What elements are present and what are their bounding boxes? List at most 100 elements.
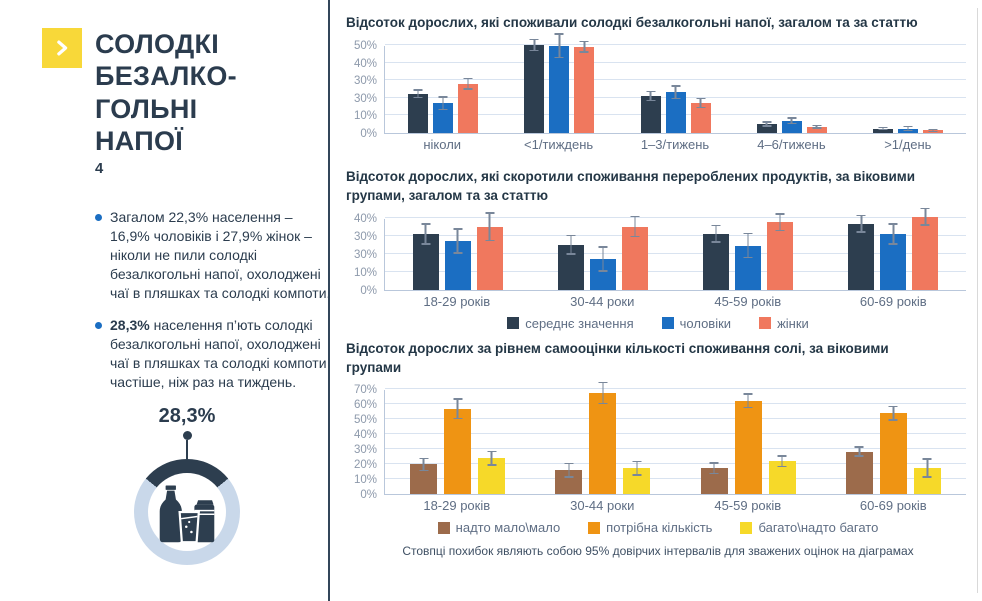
- y-tick-label: 30%: [353, 75, 377, 88]
- chart-title: Відсоток дорослих за рівнем самооцінки к…: [346, 340, 889, 375]
- bar-slot: [410, 390, 438, 495]
- error-bar: [888, 405, 898, 421]
- bar: [872, 128, 893, 133]
- gridline: [385, 270, 966, 272]
- bullet-text: 28,3% населення п’ють солодкі безалкогол…: [110, 317, 327, 391]
- bar-groups: [385, 207, 966, 290]
- bar: [640, 95, 661, 133]
- chart-sweet-drinks-frequency: Відсоток дорослих, які споживали солодкі…: [346, 14, 970, 159]
- gridline: [385, 79, 966, 81]
- bar-slot: [848, 214, 875, 290]
- x-category-label: >1/день: [884, 136, 932, 152]
- y-axis: 0% 10% 30% 30% 40%: [346, 213, 384, 297]
- callout-line: [185, 440, 189, 460]
- page-title-line: СОЛОДКІ: [95, 29, 220, 59]
- error-bar: [630, 215, 640, 238]
- bar-group: [821, 207, 966, 290]
- title-row: СОЛОДКІ БЕЗАЛКО- ГОЛЬНІ НАПОЇ 4: [42, 28, 314, 190]
- bar: [756, 124, 777, 133]
- bar-slot: [458, 46, 479, 133]
- y-tick-label: 30%: [353, 444, 377, 457]
- bar: [806, 126, 827, 133]
- y-tick-label: 30%: [353, 248, 377, 261]
- y-axis: 0% 10% 30% 30% 40% 50%: [346, 40, 384, 140]
- sidebar: СОЛОДКІ БЕЗАЛКО- ГОЛЬНІ НАПОЇ 4 Загалом 2…: [0, 0, 330, 601]
- legend-swatch-icon: [740, 521, 753, 534]
- x-axis-labels: 18-29 років 30-44 роки 45-59 років 60-69 ро…: [384, 498, 966, 513]
- bar-slot: [524, 38, 545, 133]
- bullet-dot-icon: [95, 213, 102, 221]
- page-title-line: НАПОЇ 4: [95, 126, 183, 177]
- donut-value-label: 28,3%: [158, 405, 216, 428]
- error-bar: [928, 128, 938, 133]
- error-bar: [554, 33, 564, 59]
- bar-slot: [478, 390, 506, 495]
- chart-salt-self-assessment: Відсоток дорослих за рівнем самооцінки к…: [346, 340, 970, 535]
- bar-groups: [385, 33, 966, 133]
- bar-slot: [589, 219, 616, 290]
- error-bar: [743, 393, 753, 409]
- error-bar: [453, 398, 463, 420]
- y-tick-label: 60%: [353, 399, 377, 412]
- legend-swatch-icon: [588, 521, 601, 534]
- error-bar: [646, 90, 655, 102]
- bar-group: [734, 46, 850, 133]
- chevron-glyph: [57, 40, 68, 56]
- error-bar: [878, 126, 888, 131]
- bar-slot: [621, 215, 648, 290]
- bar-group: [530, 381, 675, 495]
- legend-swatch-icon: [507, 317, 520, 330]
- plot-area: [384, 33, 966, 134]
- legend-item: надто мало\мало: [437, 520, 560, 535]
- bar: [703, 233, 730, 290]
- error-bar: [775, 213, 785, 232]
- bar-slot: [897, 46, 918, 133]
- chart-processed-food-reduction: Відсоток дорослих, які скоротили спожива…: [346, 168, 970, 331]
- error-bar: [564, 462, 574, 478]
- plot-area: [384, 207, 966, 291]
- legend-item: багато\надто багато: [740, 520, 878, 535]
- x-category-label: 60-69 років: [859, 293, 927, 309]
- bar-slot: [408, 46, 429, 133]
- x-category-label: 60-69 років: [859, 498, 927, 514]
- x-category-label: 45-59 років: [714, 498, 782, 514]
- gridline: [385, 252, 966, 254]
- plot-area: [384, 381, 966, 496]
- bar-slot: [665, 46, 686, 133]
- error-bar: [413, 89, 423, 99]
- x-category-label: ніколи: [423, 136, 462, 152]
- bar-slot: [781, 46, 802, 133]
- bar-slot: [574, 40, 595, 133]
- bar-slot: [734, 390, 762, 495]
- bar-group: [385, 390, 530, 495]
- legend-item: середнє значення: [507, 316, 634, 331]
- bar-slot: [549, 33, 570, 133]
- y-axis: 0% 10% 20% 30% 40% 50% 60% 70%: [346, 384, 384, 501]
- gridline: [385, 448, 966, 450]
- page-title-line: БЕЗАЛКО-: [95, 61, 237, 92]
- chart-title: Відсоток дорослих, які споживали солодкі…: [346, 15, 918, 30]
- error-bar: [787, 117, 797, 125]
- error-bar: [671, 85, 680, 100]
- x-category-label: 45-59 років: [714, 293, 782, 309]
- bar-slot: [589, 381, 617, 495]
- bar-slot: [872, 46, 893, 133]
- error-bar: [421, 223, 431, 245]
- error-bar: [419, 457, 429, 472]
- donut-figure: 28,3%: [62, 405, 312, 566]
- error-bar: [453, 228, 463, 254]
- bar-group: [385, 212, 530, 290]
- error-bar: [696, 97, 705, 109]
- error-bar: [463, 77, 473, 90]
- legend-item: потрібна кількість: [588, 520, 712, 535]
- list-item: Загалом 22,3% населення – 16,9% чоловікі…: [95, 208, 335, 303]
- gridline: [385, 403, 966, 405]
- bar-slot: [912, 207, 939, 290]
- legend-label: потрібна кількість: [606, 520, 713, 536]
- error-bar-footnote: Стовпці похибок являють собою 95% довірч…: [402, 544, 914, 559]
- bar-slot: [913, 390, 941, 495]
- y-tick-label: 70%: [353, 384, 377, 397]
- bar: [444, 408, 472, 495]
- legend-label: жінки: [777, 315, 809, 331]
- bar-group: [530, 215, 675, 290]
